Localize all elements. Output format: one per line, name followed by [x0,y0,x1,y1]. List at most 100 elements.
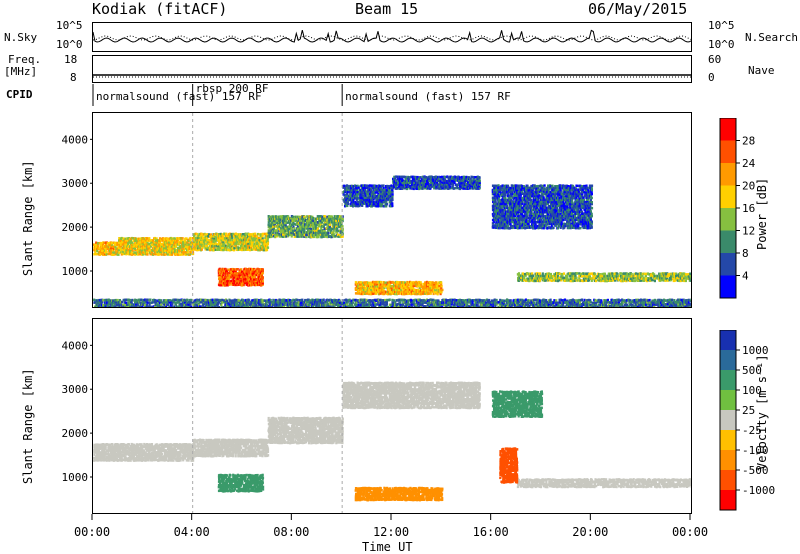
echo-cell [347,186,350,190]
echo-cell [318,219,321,223]
echo-cell [509,216,512,219]
echo-cell [150,243,154,247]
echo-cell [387,192,390,195]
echo-cell [459,186,463,190]
freq-unit: [MHz] [4,65,38,78]
echo-cell [362,288,365,292]
echo-cell [316,227,319,230]
echo-cell [448,179,451,182]
echo-cell [245,283,248,286]
echo-cell [110,246,113,250]
echo-cell [277,233,280,237]
echo-cell [356,204,359,208]
echo-cell [209,248,212,252]
echo-cell [175,245,178,248]
echo-cell [506,184,510,188]
echo-cell [476,181,479,184]
echo-cell [258,277,261,281]
echo-cell [190,241,193,244]
echo-cell [185,237,188,240]
echo-cell [259,234,262,238]
echo-cell [225,275,228,279]
echo-cell [444,179,447,183]
echo-cell [506,192,510,195]
echo-cell [532,201,535,204]
echo-cell [116,248,119,252]
echo-cell [214,235,217,238]
echo-cell [460,177,463,181]
echo-cell [496,210,499,213]
echo-cell [314,229,317,233]
echo-cell [451,185,454,189]
echo-cell [261,237,264,240]
echo-cell [167,239,170,242]
echo-cell [374,184,377,188]
echo-cell [351,197,354,200]
echo-cell [366,199,369,202]
echo-cell [461,181,464,185]
echo-cell [334,235,337,238]
echo-cell [208,239,211,242]
echo-cell [532,212,535,215]
echo-cell [149,248,152,252]
echo-cell [232,281,235,285]
echo-cell [341,225,344,228]
echo-cell [229,235,232,238]
echo-cell [182,245,185,249]
echo-cell [168,237,171,240]
echo-cell [144,244,147,248]
echo-cell [404,288,407,292]
echo-cell [169,249,172,252]
echo-cell [110,241,113,245]
echo-cell [306,233,309,237]
echo-cell [120,239,123,243]
echo-cell [439,290,442,294]
echo-cell [355,198,358,201]
echo-cell [532,220,535,223]
y-tick-label: 4000 [62,133,89,146]
echo-cell [293,223,296,226]
echo-cell [238,272,241,275]
echo-cell [377,290,380,294]
echo-cell [417,183,420,186]
echo-cell [120,248,123,252]
echo-cell [552,214,555,218]
echo-cell [233,270,236,273]
echo-cell [540,198,543,201]
echo-cell [405,180,408,183]
echo-cell [312,219,315,223]
echo-cell [317,223,320,226]
echo-cell [361,202,364,206]
echo-cell [234,269,237,273]
echo-cell [418,286,421,289]
echo-cell [528,224,531,228]
echo-cell [552,194,555,197]
echo-cell [289,231,292,235]
echo-cell [444,183,447,187]
echo-cell [315,229,318,232]
echo-cell [464,186,467,190]
echo-cell [271,223,274,227]
echo-cell [456,185,459,188]
echo-cell [522,216,525,219]
echo-cell [555,224,558,228]
echo-cell [121,250,124,254]
echo-cell [379,292,382,295]
echo-cell [515,208,518,212]
echo-cell [193,240,196,244]
echo-cell [109,243,112,247]
echo-cell [436,283,439,286]
echo-cell [309,229,312,232]
echo-cell [383,281,386,284]
echo-cell [530,210,533,214]
echo-cell [254,232,257,236]
echo-cell [449,187,452,190]
station-title: Kodiak (fitACF) [92,0,228,18]
echo-cell [181,247,184,250]
echo-cell [493,216,496,220]
echo-cell [445,183,448,186]
echo-cell [215,237,218,240]
echo-cell [550,203,553,206]
echo-cell [409,282,413,286]
echo-cell [332,231,335,234]
